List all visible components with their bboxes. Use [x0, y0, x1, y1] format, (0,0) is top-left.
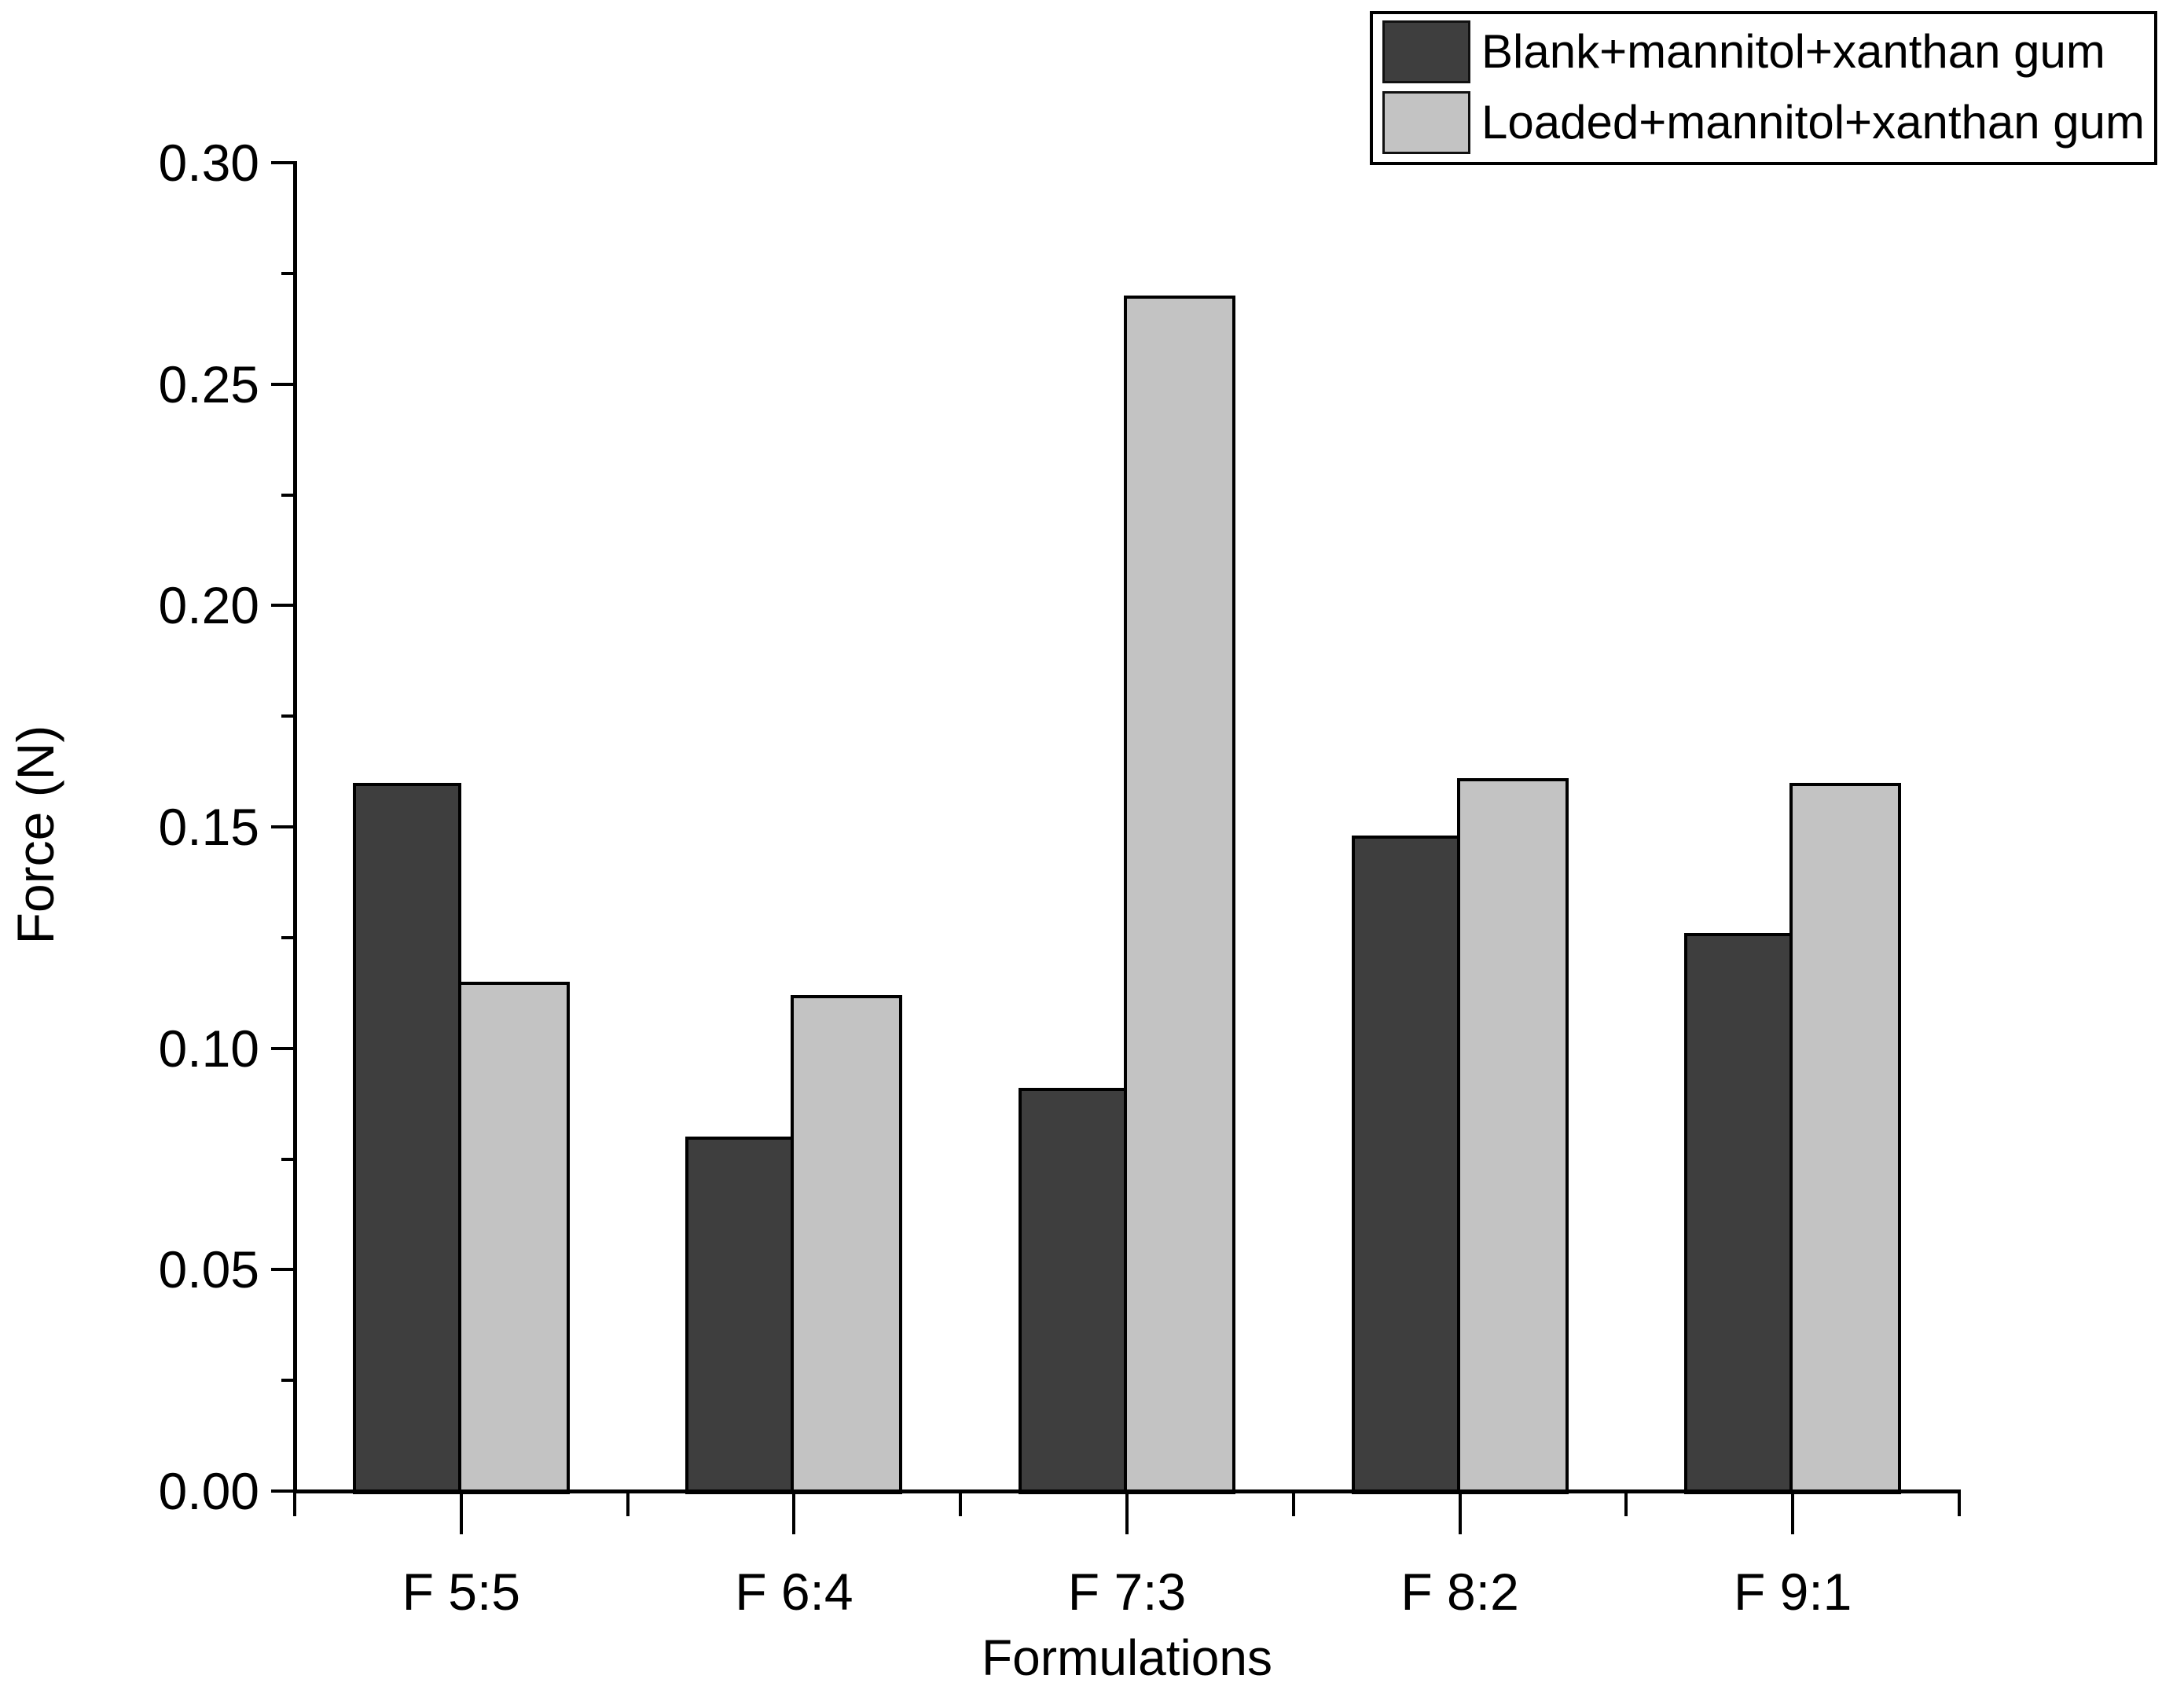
x-category-label: F 5:5 — [402, 1563, 520, 1621]
y-major-tick — [271, 825, 295, 828]
x-major-tick — [1458, 1491, 1462, 1534]
x-axis-title: Formulations — [982, 1629, 1272, 1686]
x-minor-tick — [1958, 1491, 1961, 1516]
bar-loaded-F 9:1 — [1789, 782, 1902, 1494]
y-tick-label: 0.05 — [158, 1240, 259, 1299]
y-major-tick — [271, 1046, 295, 1050]
y-tick-label: 0.15 — [158, 798, 259, 856]
y-minor-tick — [281, 1157, 295, 1161]
y-minor-tick — [281, 1379, 295, 1383]
x-category-label: F 6:4 — [735, 1563, 853, 1621]
legend-swatch-blank — [1382, 20, 1471, 83]
y-minor-tick — [281, 493, 295, 497]
x-minor-tick — [293, 1491, 296, 1516]
bar-blank-F 6:4 — [685, 1137, 795, 1494]
x-category-label: F 8:2 — [1400, 1563, 1519, 1621]
x-major-tick — [459, 1491, 463, 1534]
x-minor-tick — [1624, 1491, 1628, 1516]
y-tick-label: 0.10 — [158, 1019, 259, 1078]
legend-row: Blank+mannitol+xanthan gum — [1382, 20, 2145, 83]
y-major-tick — [271, 1268, 295, 1272]
legend-label: Loaded+mannitol+xanthan gum — [1481, 96, 2145, 149]
y-minor-tick — [281, 935, 295, 939]
x-minor-tick — [626, 1491, 630, 1516]
x-minor-tick — [1291, 1491, 1295, 1516]
bar-loaded-F 7:3 — [1124, 296, 1235, 1494]
bar-blank-F 9:1 — [1684, 933, 1793, 1494]
y-major-tick — [271, 382, 295, 386]
y-tick-label: 0.20 — [158, 576, 259, 635]
y-major-tick — [271, 161, 295, 164]
y-minor-tick — [281, 714, 295, 718]
bar-loaded-F 6:4 — [791, 995, 903, 1494]
y-axis-line — [293, 161, 297, 1493]
x-category-label: F 7:3 — [1067, 1563, 1187, 1621]
y-tick-label: 0.30 — [158, 134, 259, 192]
y-major-tick — [271, 604, 295, 608]
legend: Blank+mannitol+xanthan gum Loaded+mannito… — [1370, 11, 2157, 165]
y-minor-tick — [281, 271, 295, 275]
x-axis-line — [293, 1489, 1961, 1493]
legend-label: Blank+mannitol+xanthan gum — [1481, 25, 2105, 79]
bar-blank-F 5:5 — [352, 782, 461, 1494]
x-major-tick — [792, 1491, 796, 1534]
x-major-tick — [1125, 1491, 1129, 1534]
legend-row: Loaded+mannitol+xanthan gum — [1382, 91, 2145, 154]
bar-blank-F 7:3 — [1019, 1088, 1127, 1494]
bar-loaded-F 5:5 — [457, 982, 570, 1494]
x-major-tick — [1791, 1491, 1795, 1534]
y-tick-label: 0.25 — [158, 354, 259, 413]
bar-loaded-F 8:2 — [1456, 778, 1569, 1494]
legend-swatch-loaded — [1382, 91, 1471, 154]
y-major-tick — [271, 1489, 295, 1493]
x-minor-tick — [959, 1491, 963, 1516]
bar-blank-F 8:2 — [1351, 836, 1460, 1494]
x-category-label: F 9:1 — [1733, 1563, 1852, 1621]
y-tick-label: 0.00 — [158, 1462, 259, 1520]
